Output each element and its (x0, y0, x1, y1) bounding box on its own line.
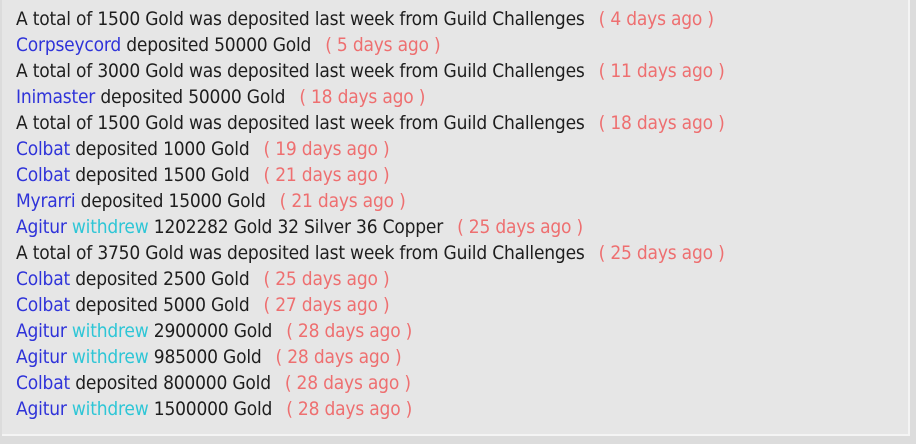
timestamp: ( 4 days ago ) (598, 8, 714, 30)
amount: 50000 Gold (188, 86, 286, 108)
log-entry: Colbat deposited 5000 Gold ( 27 days ago … (16, 292, 908, 318)
timestamp: ( 18 days ago ) (598, 112, 725, 134)
log-entry: Colbat deposited 2500 Gold ( 25 days ago … (16, 266, 908, 292)
timestamp: ( 25 days ago ) (598, 242, 725, 264)
withdraw-action: withdrew (71, 346, 149, 368)
player-name-link[interactable]: Myrarri (16, 190, 76, 212)
timestamp: ( 28 days ago ) (275, 346, 402, 368)
withdraw-action: withdrew (71, 398, 149, 420)
log-entry-text: A total of 3000 Gold was deposited last … (16, 60, 585, 82)
amount: 1000 Gold (163, 138, 250, 160)
player-name-link[interactable]: Inimaster (16, 86, 96, 108)
deposit-action: deposited (80, 190, 164, 212)
log-entry: Agitur withdrew 985000 Gold ( 28 days ago… (16, 344, 908, 370)
log-entry-text: A total of 3750 Gold was deposited last … (16, 242, 585, 264)
deposit-action: deposited (75, 294, 158, 316)
log-entry: Agitur withdrew 2900000 Gold ( 28 days ag… (16, 318, 908, 344)
deposit-action: deposited (75, 164, 158, 186)
log-entry: Agitur withdrew 1500000 Gold ( 28 days ag… (16, 396, 908, 422)
deposit-action: deposited (75, 138, 158, 160)
timestamp: ( 5 days ago ) (325, 34, 441, 56)
log-entry: Colbat deposited 1000 Gold ( 19 days ago … (16, 136, 908, 162)
amount: 800000 Gold (163, 372, 271, 394)
amount: 985000 Gold (153, 346, 262, 368)
log-entry: Corpseycord deposited 50000 Gold ( 5 days… (16, 32, 908, 58)
withdraw-action: withdrew (71, 320, 149, 342)
player-name-link[interactable]: Colbat (16, 268, 70, 290)
amount: 15000 Gold (168, 190, 266, 212)
player-name-link[interactable]: Colbat (16, 294, 70, 316)
amount: 2500 Gold (163, 268, 250, 290)
timestamp: ( 28 days ago ) (286, 398, 413, 420)
log-entry: Inimaster deposited 50000 Gold ( 18 days … (16, 84, 908, 110)
player-name-link[interactable]: Colbat (16, 372, 70, 394)
deposit-action: deposited (75, 268, 158, 290)
player-name-link[interactable]: Colbat (16, 164, 70, 186)
amount: 5000 Gold (163, 294, 250, 316)
amount: 50000 Gold (214, 34, 312, 56)
timestamp: ( 27 days ago ) (263, 294, 390, 316)
timestamp: ( 21 days ago ) (263, 164, 390, 186)
timestamp: ( 18 days ago ) (299, 86, 426, 108)
log-entry: Colbat deposited 800000 Gold ( 28 days ag… (16, 370, 908, 396)
guild-bank-log: A total of 1500 Gold was deposited last … (2, 0, 910, 436)
amount: 1202282 Gold 32 Silver 36 Copper (153, 216, 444, 238)
log-entry: A total of 3000 Gold was deposited last … (16, 58, 908, 84)
log-list: A total of 1500 Gold was deposited last … (16, 6, 908, 422)
deposit-action: deposited (126, 34, 209, 56)
player-name-link[interactable]: Colbat (16, 138, 70, 160)
amount: 1500000 Gold (153, 398, 273, 420)
log-entry: Agitur withdrew 1202282 Gold 32 Silver 3… (16, 214, 908, 240)
player-name-link[interactable]: Agitur (16, 398, 67, 420)
player-name-link[interactable]: Agitur (16, 346, 67, 368)
log-entry: A total of 1500 Gold was deposited last … (16, 6, 908, 32)
timestamp: ( 11 days ago ) (598, 60, 725, 82)
log-entry-text: A total of 1500 Gold was deposited last … (16, 112, 585, 134)
deposit-action: deposited (75, 372, 158, 394)
deposit-action: deposited (100, 86, 183, 108)
player-name-link[interactable]: Agitur (16, 320, 67, 342)
log-entry: Colbat deposited 1500 Gold ( 21 days ago … (16, 162, 908, 188)
log-entry: Myrarri deposited 15000 Gold ( 21 days ag… (16, 188, 908, 214)
player-name-link[interactable]: Corpseycord (16, 34, 122, 56)
log-entry: A total of 3750 Gold was deposited last … (16, 240, 908, 266)
timestamp: ( 25 days ago ) (263, 268, 390, 290)
timestamp: ( 28 days ago ) (286, 320, 413, 342)
log-entry: A total of 1500 Gold was deposited last … (16, 110, 908, 136)
log-entry-text: A total of 1500 Gold was deposited last … (16, 8, 585, 30)
amount: 1500 Gold (163, 164, 250, 186)
timestamp: ( 19 days ago ) (263, 138, 390, 160)
player-name-link[interactable]: Agitur (16, 216, 67, 238)
timestamp: ( 21 days ago ) (279, 190, 406, 212)
timestamp: ( 28 days ago ) (284, 372, 411, 394)
amount: 2900000 Gold (153, 320, 273, 342)
timestamp: ( 25 days ago ) (457, 216, 584, 238)
withdraw-action: withdrew (71, 216, 149, 238)
